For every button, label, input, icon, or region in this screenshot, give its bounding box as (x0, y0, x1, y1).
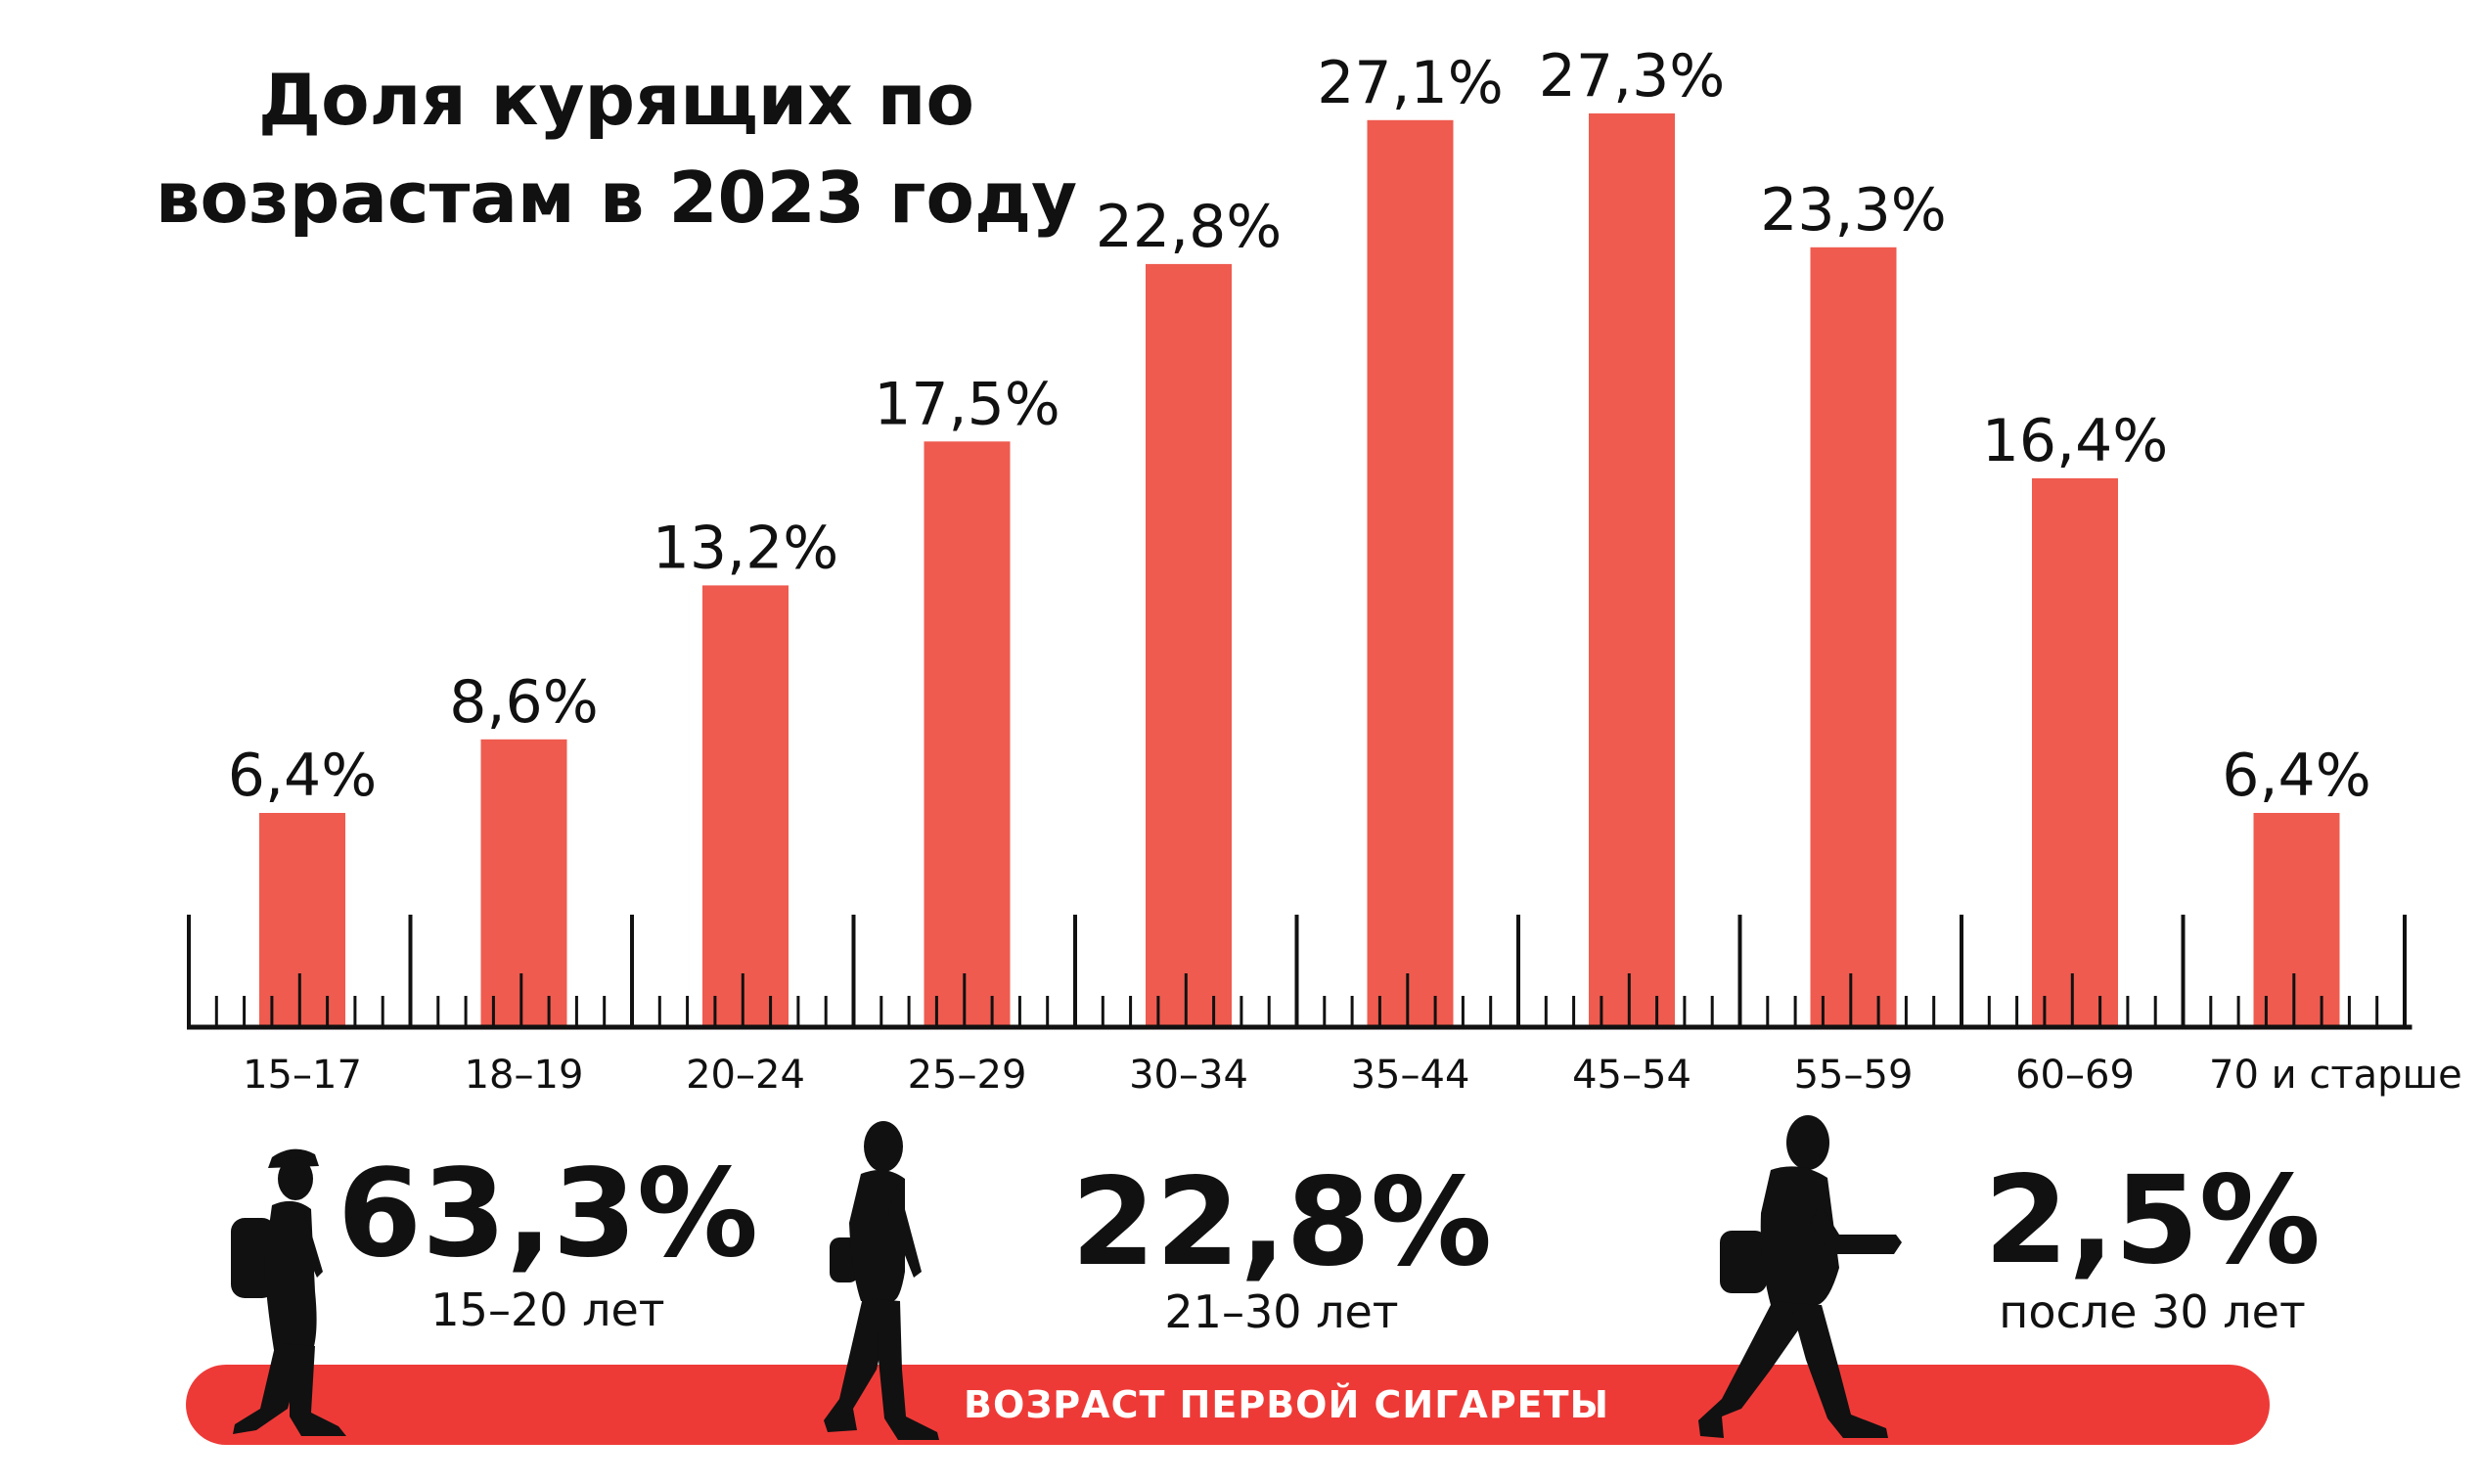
category-label-5: 30–34 (1129, 1053, 1248, 1098)
stat-caption-1: 15–20 лет (430, 1283, 664, 1336)
value-label-6: 27,1% (1317, 49, 1504, 117)
category-label-1: 15–17 (243, 1053, 362, 1098)
value-labels: 6,4% 8,6% 13,2% 17,5% 22,8% 27,1% 27,3% 23,3% 16… (228, 42, 2371, 810)
value-label-10: 6,4% (2222, 742, 2370, 810)
value-label-1: 6,4% (228, 742, 377, 810)
bars (259, 112, 2340, 1028)
stat-value-1: 63,3% (338, 1144, 758, 1284)
bar-1 (259, 813, 345, 1027)
bar-7 (1589, 112, 1675, 1027)
value-label-5: 22,8% (1096, 193, 1283, 261)
category-label-7: 45–54 (1572, 1053, 1691, 1098)
value-label-3: 13,2% (653, 514, 839, 582)
value-label-2: 8,6% (449, 668, 598, 737)
value-label-8: 23,3% (1760, 176, 1947, 245)
bar-3 (702, 585, 789, 1027)
teen-walker-icon (231, 1148, 346, 1436)
value-label-7: 27,3% (1539, 42, 1726, 111)
category-label-9: 60–69 (2015, 1053, 2135, 1098)
bar-9 (2032, 477, 2118, 1027)
chart-title-line-1: Доля курящих по (258, 59, 974, 141)
bar-5 (1146, 263, 1232, 1027)
bar-8 (1810, 247, 1897, 1028)
category-label-10: 70 и старше (2209, 1053, 2462, 1098)
adult-walker-icon (1698, 1115, 1902, 1438)
young-walker-icon (824, 1121, 939, 1440)
chart-title-line-2: возрастам в 2023 году (156, 157, 1077, 239)
banner-label: ВОЗРАСТ ПЕРВОЙ СИГАРЕТЫ (964, 1383, 1609, 1426)
category-label-3: 20–24 (686, 1053, 805, 1098)
bar-4 (924, 441, 1011, 1028)
stat-caption-3: после 30 лет (1999, 1285, 2306, 1338)
value-label-4: 17,5% (874, 370, 1060, 438)
stat-value-2: 22,8% (1071, 1152, 1492, 1293)
stat-value-3: 2,5% (1984, 1150, 2321, 1291)
category-labels: 15–17 18–19 20–24 25–29 30–34 35–44 45–54 55–59… (243, 1053, 2462, 1098)
bar-2 (480, 739, 567, 1027)
category-label-4: 25–29 (908, 1053, 1027, 1098)
category-label-2: 18–19 (465, 1053, 584, 1098)
stat-caption-2: 21–30 лет (1164, 1285, 1398, 1338)
bar-10 (2253, 813, 2340, 1027)
value-label-9: 16,4% (1982, 407, 2169, 475)
category-label-8: 55–59 (1794, 1053, 1914, 1098)
bar-6 (1367, 119, 1454, 1028)
category-label-6: 35–44 (1351, 1053, 1470, 1098)
ruler-axis (187, 915, 2412, 1030)
